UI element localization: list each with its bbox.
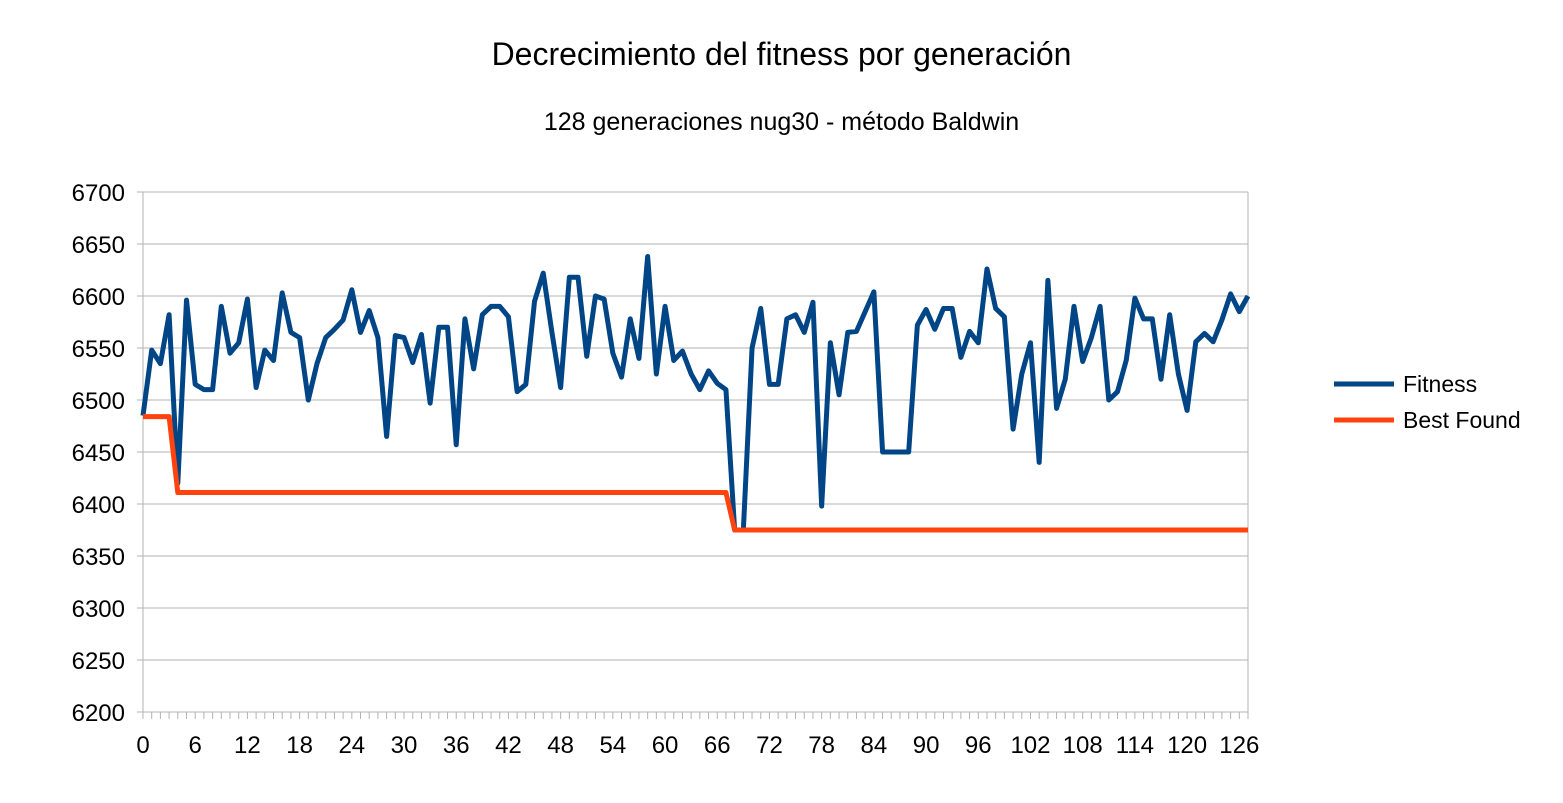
axes: [137, 191, 1249, 719]
y-tick-label: 6500: [72, 388, 125, 415]
y-tick-label: 6200: [72, 700, 125, 727]
legend-label-best-found: Best Found: [1403, 407, 1521, 433]
y-tick-label: 6550: [72, 336, 125, 363]
x-tick-label: 30: [391, 732, 418, 759]
x-tick-label: 114: [1116, 732, 1154, 759]
chart-title: Decrecimiento del fitness por generación: [491, 36, 1072, 72]
y-tick-labels: 6200 6250 6300 6350 6400 6450 6500 6550 6600 6650…: [72, 180, 125, 727]
x-tick-label: 60: [652, 732, 679, 759]
chart-subtitle: 128 generaciones nug30 - método Baldwin: [543, 108, 1020, 136]
x-tick-label: 36: [443, 732, 470, 759]
x-tick-label: 84: [861, 732, 888, 759]
y-tick-label: 6450: [72, 440, 125, 467]
x-tick-label: 78: [808, 732, 835, 759]
y-tick-label: 6400: [72, 492, 125, 519]
x-tick-label: 102: [1010, 732, 1050, 759]
x-tick-label: 120: [1167, 732, 1207, 759]
x-tick-label: 66: [704, 732, 731, 759]
x-tick-label: 54: [599, 732, 626, 759]
x-tick-label: 90: [913, 732, 940, 759]
grid-lines: [143, 191, 1248, 713]
x-tick-label: 42: [495, 732, 522, 759]
y-tick-label: 6600: [72, 284, 125, 311]
x-tick-label: 108: [1063, 732, 1103, 759]
legend: Fitness Best Found: [1334, 371, 1521, 433]
series-lines: [140, 253, 1251, 533]
x-tick-labels: 0 6 12 18 24 30 36 42 48 54 60 66 72 78 84 90 96 102 108 11…: [136, 732, 1259, 759]
series-line-best-found: [143, 414, 1248, 533]
x-tick-label: 0: [136, 732, 149, 759]
y-tick-label: 6700: [72, 180, 125, 207]
y-tick-label: 6300: [72, 596, 125, 623]
x-tick-label: 126: [1219, 732, 1259, 759]
x-tick-label: 48: [547, 732, 574, 759]
x-tick-label: 6: [189, 732, 202, 759]
x-tick-label: 12: [234, 732, 261, 759]
x-tick-label: 72: [756, 732, 783, 759]
legend-label-fitness: Fitness: [1403, 371, 1477, 397]
y-tick-label: 6350: [72, 544, 125, 571]
x-tick-label: 24: [338, 732, 365, 759]
y-tick-label: 6650: [72, 232, 125, 259]
series-line-fitness: [140, 253, 1251, 533]
x-tick-label: 96: [965, 732, 992, 759]
y-tick-label: 6250: [72, 648, 125, 675]
x-tick-label: 18: [286, 732, 313, 759]
